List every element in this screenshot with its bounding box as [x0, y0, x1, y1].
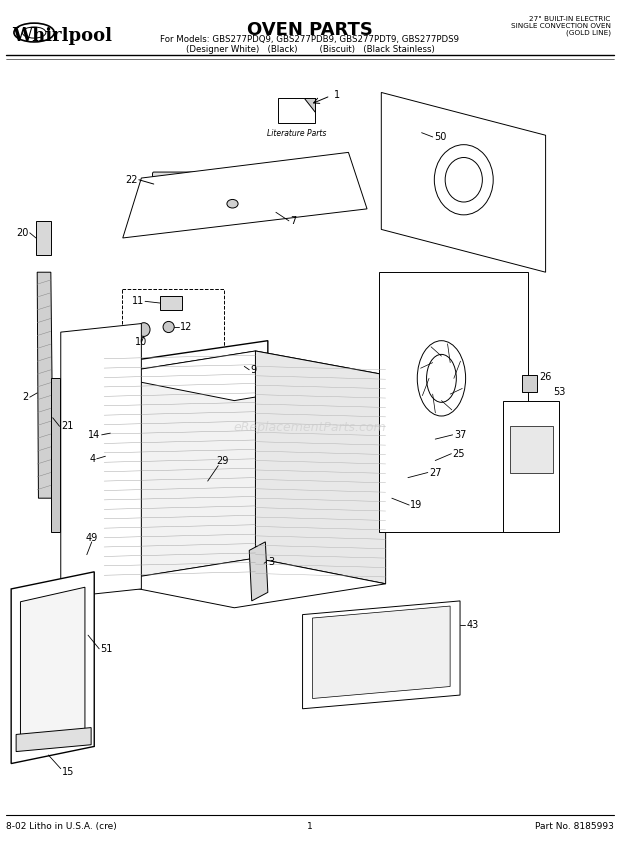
Text: 43: 43 [466, 620, 479, 630]
Polygon shape [51, 378, 60, 532]
Polygon shape [303, 601, 460, 709]
Text: For Models: GBS277PDQ9, GBS277PDB9, GBS277PDT9, GBS277PDS9: For Models: GBS277PDQ9, GBS277PDB9, GBS2… [161, 35, 459, 45]
Ellipse shape [229, 356, 245, 373]
Text: 21: 21 [61, 421, 73, 431]
Ellipse shape [427, 354, 456, 402]
Text: eReplacementParts.com: eReplacementParts.com [234, 421, 386, 435]
Polygon shape [36, 221, 51, 255]
Polygon shape [20, 587, 85, 748]
Text: 2: 2 [22, 392, 29, 402]
Text: 49: 49 [86, 532, 98, 543]
Text: 9: 9 [250, 365, 257, 375]
Text: 3: 3 [268, 556, 274, 567]
Ellipse shape [417, 341, 466, 416]
Polygon shape [312, 606, 450, 698]
Ellipse shape [138, 323, 150, 336]
Text: SINGLE CONVECTION OVEN: SINGLE CONVECTION OVEN [511, 23, 611, 29]
Text: 27: 27 [429, 467, 441, 478]
Polygon shape [16, 728, 91, 752]
Text: 15: 15 [62, 767, 74, 777]
Polygon shape [255, 351, 386, 584]
Polygon shape [379, 272, 528, 532]
Text: 12: 12 [180, 322, 192, 332]
Polygon shape [37, 272, 53, 498]
Polygon shape [104, 351, 255, 582]
Text: 22: 22 [125, 175, 138, 185]
Text: 25: 25 [453, 449, 465, 459]
Ellipse shape [163, 322, 174, 332]
Ellipse shape [195, 176, 208, 192]
FancyBboxPatch shape [153, 172, 195, 196]
Text: 51: 51 [100, 644, 113, 654]
Polygon shape [304, 98, 315, 112]
Polygon shape [61, 324, 141, 597]
Polygon shape [104, 558, 386, 608]
Text: 1: 1 [334, 90, 340, 100]
Text: Literature Parts: Literature Parts [267, 129, 326, 139]
Text: 53: 53 [553, 387, 565, 397]
Polygon shape [232, 372, 241, 389]
Text: 1: 1 [307, 822, 313, 831]
Text: 19: 19 [410, 500, 423, 510]
Polygon shape [381, 92, 546, 272]
Text: Part No. 8185993: Part No. 8185993 [535, 822, 614, 831]
Polygon shape [503, 401, 559, 532]
Text: 11: 11 [131, 296, 144, 306]
Ellipse shape [227, 199, 238, 208]
Text: (GOLD LINE): (GOLD LINE) [565, 30, 611, 37]
Polygon shape [123, 152, 367, 238]
Text: 20: 20 [16, 228, 29, 238]
Text: 37: 37 [454, 430, 466, 440]
Text: 7: 7 [290, 216, 296, 226]
Polygon shape [249, 542, 268, 601]
Polygon shape [11, 572, 94, 764]
Text: 10: 10 [135, 337, 148, 348]
Polygon shape [160, 296, 182, 310]
Polygon shape [104, 351, 386, 401]
Text: OVEN PARTS: OVEN PARTS [247, 21, 373, 39]
Text: 27" BUILT-IN ELECTRIC: 27" BUILT-IN ELECTRIC [529, 16, 611, 22]
Text: 26: 26 [539, 372, 552, 382]
Polygon shape [92, 341, 268, 592]
Polygon shape [522, 375, 537, 392]
Text: 8-02 Litho in U.S.A. (cre): 8-02 Litho in U.S.A. (cre) [6, 822, 117, 831]
Text: Whirlpool: Whirlpool [12, 27, 112, 45]
Ellipse shape [434, 145, 494, 215]
Text: 29: 29 [216, 455, 228, 466]
Text: 14: 14 [88, 430, 100, 440]
Polygon shape [278, 98, 315, 123]
Ellipse shape [445, 158, 482, 202]
Polygon shape [510, 426, 553, 473]
Text: 50: 50 [434, 132, 446, 142]
Text: (Designer White)   (Black)        (Biscuit)   (Black Stainless): (Designer White) (Black) (Biscuit) (Blac… [185, 45, 435, 54]
Text: 4: 4 [89, 454, 95, 464]
